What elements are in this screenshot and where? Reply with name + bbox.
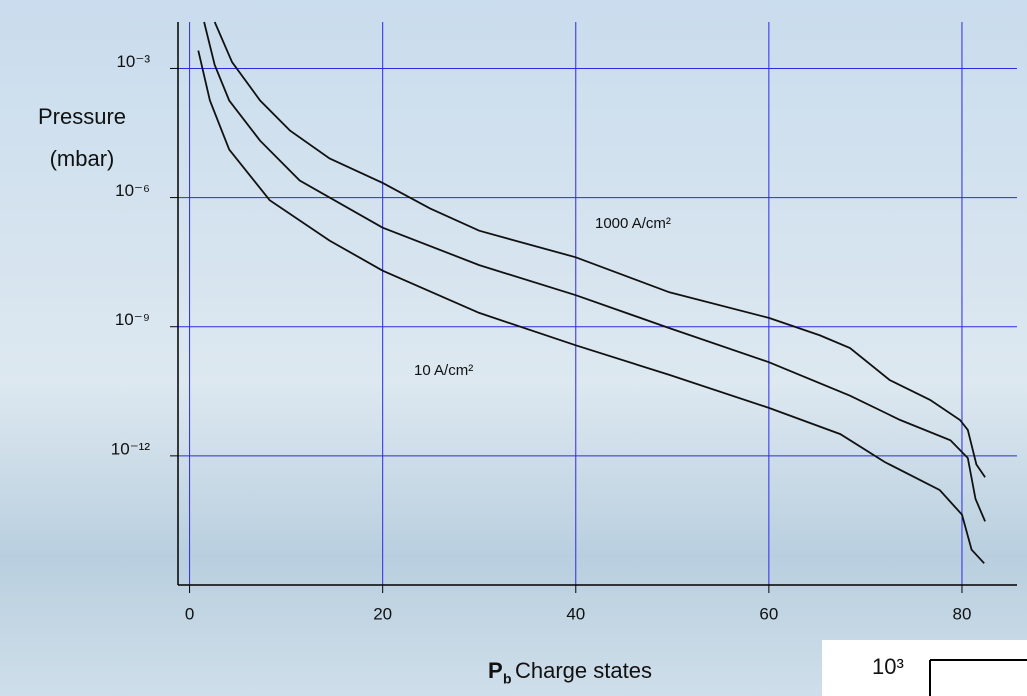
series-line bbox=[203, 21, 986, 522]
y-tick-label: 10⁻⁹ bbox=[115, 310, 150, 329]
annotation: 10 A/cm² bbox=[414, 362, 473, 379]
x-tick-label: 60 bbox=[759, 604, 778, 623]
plot: 0 20 40 60 80 10⁻³ 10⁻⁶ 10⁻⁹ 10⁻¹² bbox=[111, 21, 1017, 623]
x-tick-label: 40 bbox=[566, 604, 585, 623]
series-line bbox=[213, 21, 986, 478]
y-tick-label: 10⁻³ bbox=[116, 52, 150, 71]
x-tick-label: 0 bbox=[185, 604, 194, 623]
series-line bbox=[197, 50, 985, 564]
x-tick-label: 80 bbox=[953, 604, 972, 623]
y-tick-label: 10⁻¹² bbox=[111, 439, 151, 458]
x-tick-label: 20 bbox=[373, 604, 392, 623]
x-label-symbol: P bbox=[488, 658, 503, 683]
inset-panel bbox=[822, 640, 1027, 696]
y-tick-label: 10⁻⁶ bbox=[115, 181, 150, 200]
x-label-text: Charge states bbox=[515, 658, 652, 683]
y-label: (mbar) bbox=[50, 146, 115, 171]
inset-label: 10³ bbox=[872, 654, 904, 679]
x-label: P b Charge states bbox=[488, 658, 652, 687]
annotation: 1000 A/cm² bbox=[595, 215, 671, 232]
y-label: Pressure bbox=[38, 104, 126, 129]
x-label-subscript: b bbox=[503, 671, 512, 687]
